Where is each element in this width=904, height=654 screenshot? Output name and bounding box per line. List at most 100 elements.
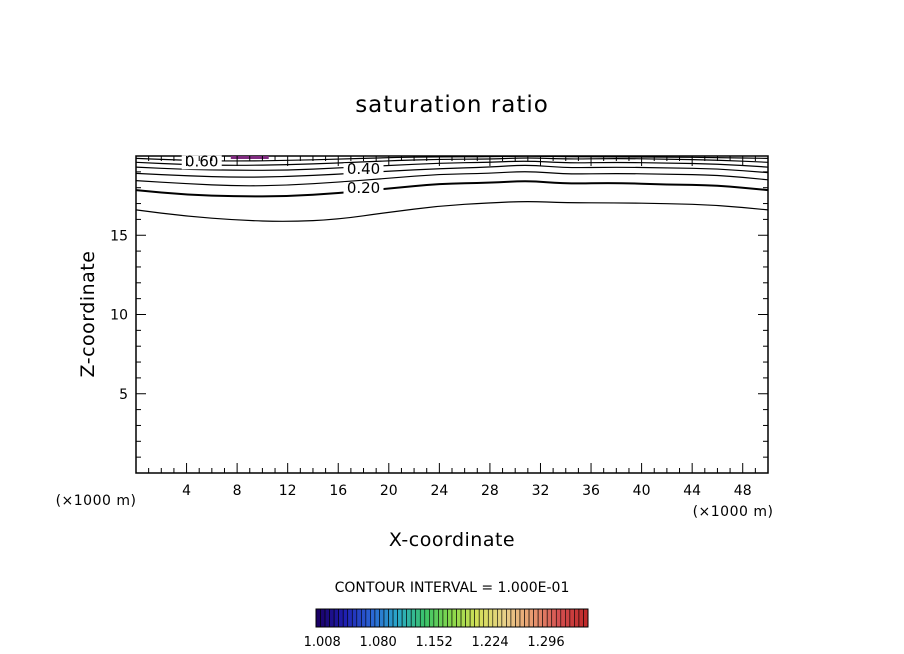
y-axis-ticks: 5 10 15 [110,171,768,458]
colorbar-cell [528,608,534,628]
colorbar-tick-label: 1.296 [527,635,564,650]
colorbar-tick-label: 1.080 [360,635,397,650]
colorbar-cell [451,608,457,628]
colorbar-cell [456,608,462,628]
x-axis-label: X-coordinate [389,529,515,551]
x-tick-label: 40 [633,483,651,499]
colorbar-cell [442,608,448,628]
contour-label: 0.60 [185,152,218,170]
colorbar-cell [555,608,562,628]
colorbar-cell [469,608,475,628]
colorbar-cell [383,608,389,628]
colorbar-cell [315,608,321,628]
contour-interval-text: CONTOUR INTERVAL = 1.000E-01 [335,580,570,596]
colorbar-cell [501,608,507,628]
colorbar-tick-label: 1.152 [416,635,453,650]
colorbar-cell [533,608,539,628]
contour-line-0.20 [135,180,769,198]
colorbar-cell [347,608,353,628]
colorbar-cell [478,608,485,628]
y-axis-label: Z-coordinate [77,251,99,378]
colorbar-cell [429,608,435,628]
colorbar-cell [465,608,471,628]
x-tick-label: 24 [430,483,448,499]
colorbar-cell [379,608,385,628]
colorbar-cell [515,608,521,628]
colorbar-cell [401,608,407,628]
colorbar-cell [497,608,503,628]
colorbar-tick-label: 1.224 [471,635,508,650]
colorbar-cell [565,608,571,628]
x-tick-label: 28 [481,483,499,499]
colorbar-cell [351,608,358,628]
contour-label: 0.40 [347,160,380,178]
colorbar-cell [569,608,575,628]
contour-line-0.10 [135,201,769,222]
colorbar-cell [370,608,376,628]
x-tick-label: 4 [182,483,191,499]
x-tick-label: 44 [683,483,701,499]
colorbar-cell [324,608,330,628]
colorbar-cell [438,608,444,628]
colorbar-cell [460,608,466,628]
x-tick-label: 48 [734,483,752,499]
colorbar-cell [433,608,439,628]
colorbar-cell [361,608,367,628]
x-tick-label: 20 [380,483,398,499]
x-tick-label: 12 [279,483,297,499]
contour-line-0.30 [135,171,769,187]
colorbar-cell [342,608,349,628]
colorbar-cell [333,608,339,628]
y-tick-label: 15 [110,228,128,244]
colorbar-cell [374,608,380,628]
colorbar-cell [365,608,371,628]
colorbar-cell [388,608,394,628]
chart-title: saturation ratio [355,92,549,118]
colorbar-tick-label: 1.008 [304,635,341,650]
colorbar-cell [338,608,344,628]
colorbar-cell [356,608,362,628]
plot-area: 0.60 0.400.20 4 8 12 16 20 24 28 32 36 40 44 48 5101… [110,152,769,499]
x-tick-label: 16 [329,483,347,499]
contour-label-bg [343,182,384,197]
colorbar-cell [537,608,543,628]
colorbar-cell [406,608,412,628]
colorbar-cell [519,608,525,628]
contour-label: 0.20 [347,179,380,197]
colorbar-cell [510,608,516,628]
colorbar-cell [551,608,557,628]
colorbar-cell [506,608,512,628]
colorbar-cell [410,608,417,628]
colorbar-cell [524,608,530,628]
colorbar-cell [397,608,403,628]
x-tick-label: 32 [532,483,550,499]
x-axis-ticks: 4 8 12 16 20 24 28 32 36 40 44 48 [148,156,756,499]
contour-line-0.40 [135,164,769,178]
x-tick-label: 8 [233,483,242,499]
colorbar-cell [329,608,335,628]
colorbar-cell [492,608,498,628]
x-tick-label: 36 [582,483,600,499]
colorbar-cell [415,608,421,628]
colorbar-cell [578,608,584,628]
colorbar [315,608,589,628]
x-axis-unit-left: (×1000 m) [56,493,137,509]
colorbar-cell [424,608,430,628]
y-tick-label: 5 [119,387,128,403]
plot-frame [135,155,769,474]
colorbar-cell [474,608,480,628]
y-tick-label: 10 [110,308,128,324]
colorbar-cell [583,608,589,628]
colorbar-cell [574,608,580,628]
colorbar-cell [560,608,566,628]
colorbar-cell [483,608,489,628]
x-axis-unit-right: (×1000 m) [693,504,774,520]
contour-label-bg [343,163,384,178]
colorbar-cell [392,608,398,628]
colorbar-cell [487,608,494,628]
colorbar-cell [419,608,426,628]
colorbar-cell [542,608,548,628]
colorbar-cell [320,608,326,628]
colorbar-cell [546,608,553,628]
